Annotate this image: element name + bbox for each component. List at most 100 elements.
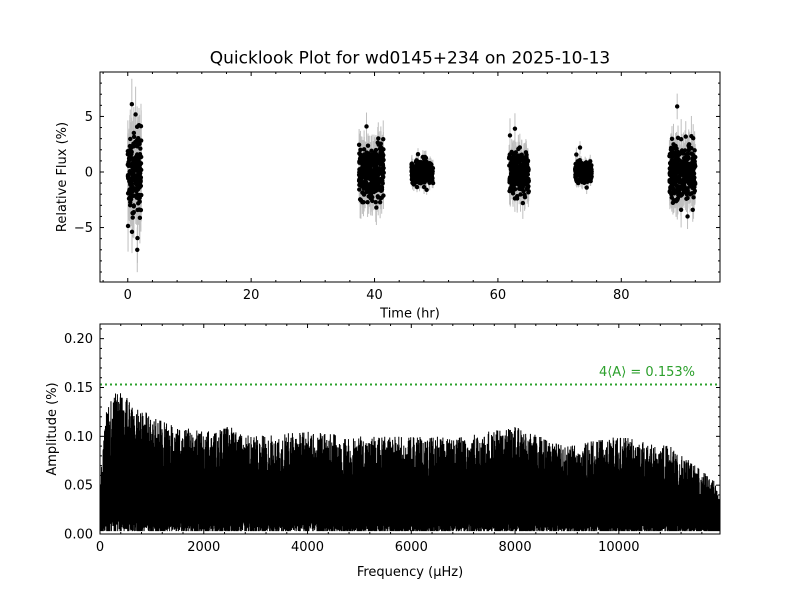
flux-point [428,169,434,175]
flux-point [670,166,676,172]
flux-point [511,181,516,186]
flux-point [132,139,138,145]
flux-point [138,154,144,160]
flux-point [685,195,690,201]
periodogram-panel: 4⟨A⟩ = 0.153% 0 2000 4000 6000 8000 10000 0.00… [45,323,721,580]
flux-point [525,167,531,173]
flux-point [128,163,133,169]
flux-point [414,184,420,190]
flux-point [128,136,133,142]
flux-point [373,200,378,205]
flux-point [137,215,143,221]
flux-point [362,152,367,157]
flux-point [680,164,685,169]
flux-point [575,165,580,170]
flux-point [669,195,675,200]
flux-point [129,185,134,190]
periodogram-ylabel: Amplitude (%) [45,382,60,475]
flux-point [524,172,529,177]
flux-point [674,104,680,109]
flux-point [368,167,374,173]
flux-point [685,214,690,219]
flux-point [428,173,433,178]
flux-point [378,178,384,183]
flux-point [424,171,429,176]
flux-point [520,200,526,206]
y-tick-label: 0.15 [64,381,93,396]
flux-point [678,159,684,164]
flux-point [512,126,518,131]
flux-point [509,164,515,170]
flux-point [577,171,583,177]
light-curve-frame [99,71,721,283]
flux-point [430,178,435,183]
flux-point [362,162,368,168]
periodogram-line [99,393,721,532]
flux-point [131,172,137,177]
flux-point [410,177,416,182]
flux-point [361,192,367,197]
flux-point [125,172,131,178]
flux-point [129,177,135,182]
flux-point [679,192,684,198]
periodogram-data [99,393,721,532]
light-curve-axes: 0 20 40 60 80 −5 0 5 [74,72,721,303]
flux-point [138,124,144,129]
flux-point [415,152,421,157]
flux-point [584,165,589,170]
y-tick-label: 5 [85,110,93,125]
flux-point [381,193,386,198]
flux-point [133,193,138,198]
flux-point [674,146,679,151]
flux-point [134,188,139,194]
flux-point [135,247,140,252]
flux-point [139,192,144,198]
flux-point [573,169,579,174]
flux-point [371,189,377,195]
flux-point [138,167,143,173]
flux-point [510,191,516,196]
flux-point [514,194,520,199]
flux-point [687,162,693,167]
flux-point [360,179,365,185]
flux-point [375,194,381,199]
flux-points [667,104,698,219]
flux-point [574,152,579,157]
flux-point [131,204,136,209]
flux-point [364,173,369,179]
flux-point [521,188,526,194]
flux-point [358,147,363,152]
flux-point [135,161,140,167]
flux-point [692,175,697,180]
periodogram-frame [99,323,721,535]
x-tick-label: 80 [613,288,630,303]
flux-point [526,178,531,183]
flux-point [689,151,694,156]
flux-point [368,192,374,198]
periodogram-axes: 0 2000 4000 6000 8000 10000 0.00 0.05 0.10 0.15 0.… [64,324,720,555]
flux-point [361,147,367,152]
flux-point [678,137,684,142]
flux-point [135,235,140,241]
flux-point [525,182,530,187]
flux-point [374,175,380,181]
flux-points [506,126,531,206]
flux-point [670,200,676,206]
flux-point [691,179,697,184]
flux-point [133,112,138,117]
flux-point [369,177,374,183]
flux-point [127,203,133,208]
light-curve-xlabel: Time (hr) [379,307,440,322]
flux-point [129,229,135,235]
flux-point [365,200,370,205]
periodogram-xlabel: Frequency (μHz) [357,565,463,580]
flux-points [409,152,436,192]
flux-point [370,174,375,179]
flux-point [675,152,681,158]
observing-block-4 [506,113,531,219]
flux-point [509,157,514,162]
flux-point [411,182,417,187]
flux-point [381,170,386,175]
flux-point [414,158,419,164]
flux-point [375,159,380,164]
